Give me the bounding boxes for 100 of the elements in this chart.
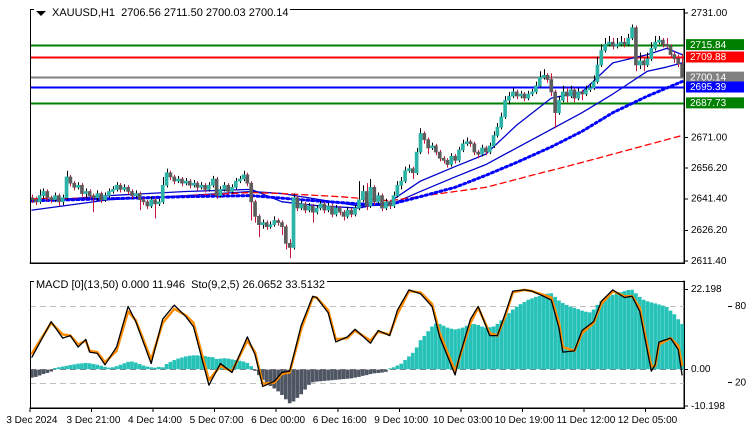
candlestick bbox=[260, 218, 265, 230]
candlestick bbox=[618, 35, 622, 47]
candlestick bbox=[611, 38, 615, 50]
bar bbox=[364, 370, 368, 376]
candlestick bbox=[272, 216, 276, 228]
candlestick bbox=[434, 143, 438, 156]
bar bbox=[118, 364, 122, 370]
candlestick bbox=[680, 53, 684, 78]
bar bbox=[360, 370, 365, 376]
y-tick-label: 2731.00 bbox=[691, 8, 728, 19]
candlestick bbox=[338, 205, 342, 216]
bar bbox=[668, 310, 672, 370]
candlestick bbox=[349, 208, 354, 218]
chart-title: MACD [0](13,50) 0.000 11.946 Sto(9,2,5) 26.0652 33.5132 bbox=[36, 279, 326, 292]
bar bbox=[530, 298, 534, 370]
candlestick bbox=[210, 175, 215, 188]
x-tick-label: 10 Dec 03:00 bbox=[433, 414, 493, 426]
candlestick bbox=[310, 203, 315, 224]
candlestick bbox=[522, 91, 526, 102]
bar bbox=[349, 370, 354, 378]
bar bbox=[542, 294, 546, 370]
candlestick bbox=[346, 206, 350, 219]
candlestick bbox=[214, 176, 218, 200]
candlestick bbox=[576, 87, 580, 101]
candlestick bbox=[103, 192, 107, 202]
bar bbox=[357, 370, 361, 377]
candlestick bbox=[376, 192, 380, 204]
bar bbox=[611, 294, 615, 370]
bar bbox=[503, 316, 507, 370]
bar bbox=[310, 370, 315, 382]
bar bbox=[68, 365, 72, 370]
bar bbox=[546, 294, 550, 370]
x-tick-label: 5 Dec 07:00 bbox=[190, 414, 244, 426]
bar bbox=[480, 326, 484, 370]
bar bbox=[418, 340, 422, 370]
x-tick-label: 3 Dec 2024 bbox=[6, 414, 58, 426]
candlestick bbox=[330, 203, 334, 218]
bar bbox=[614, 293, 619, 370]
candlestick bbox=[514, 89, 518, 100]
y2-tick-label: 80 bbox=[735, 301, 747, 312]
bar bbox=[618, 292, 622, 370]
candlestick bbox=[453, 154, 457, 164]
candlestick bbox=[180, 176, 184, 187]
bar bbox=[346, 370, 350, 379]
candlestick bbox=[284, 224, 288, 250]
candlestick bbox=[57, 193, 61, 206]
bar bbox=[338, 370, 342, 380]
candlestick bbox=[207, 182, 211, 192]
bar bbox=[526, 300, 530, 370]
candlestick bbox=[484, 145, 488, 156]
candlestick bbox=[45, 188, 50, 202]
bar bbox=[372, 370, 376, 374]
bar bbox=[376, 370, 380, 373]
bar bbox=[64, 366, 68, 370]
bar bbox=[434, 324, 438, 370]
bar bbox=[334, 370, 338, 380]
bar bbox=[538, 296, 542, 370]
y-tick-label: 2641.40 bbox=[691, 194, 728, 205]
bar bbox=[95, 364, 100, 370]
candlestick bbox=[126, 184, 130, 196]
bar bbox=[403, 360, 407, 370]
candlestick bbox=[168, 170, 172, 181]
bar bbox=[314, 370, 318, 382]
bar bbox=[484, 328, 488, 370]
bar bbox=[399, 364, 404, 370]
x-tick-label: 4 Dec 14:00 bbox=[128, 414, 182, 426]
candlestick bbox=[153, 197, 157, 219]
candlestick bbox=[368, 178, 372, 209]
bar bbox=[196, 355, 200, 370]
candlestick bbox=[388, 199, 392, 210]
bar bbox=[103, 366, 107, 370]
candlestick bbox=[557, 96, 561, 116]
candlestick bbox=[314, 204, 318, 215]
candlestick bbox=[114, 182, 118, 192]
bar bbox=[34, 370, 38, 377]
bar bbox=[142, 365, 146, 370]
bar bbox=[661, 306, 665, 370]
candlestick bbox=[138, 190, 142, 211]
bar bbox=[510, 310, 515, 370]
candlestick bbox=[80, 182, 84, 198]
x-tick-label: 3 Dec 21:00 bbox=[66, 414, 121, 426]
candlestick bbox=[203, 182, 207, 193]
candlestick bbox=[446, 158, 450, 168]
bar bbox=[468, 324, 472, 370]
bar bbox=[180, 358, 184, 370]
y-tick-label: 2626.20 bbox=[691, 225, 728, 236]
candlestick bbox=[334, 204, 338, 217]
x-tick-label: 10 Dec 19:00 bbox=[494, 414, 555, 426]
bar bbox=[430, 326, 434, 370]
candlestick bbox=[472, 141, 476, 156]
bar bbox=[246, 362, 250, 370]
candlestick bbox=[410, 166, 415, 180]
bar bbox=[249, 366, 254, 370]
bar bbox=[326, 370, 330, 381]
bar bbox=[353, 370, 357, 378]
candlestick bbox=[564, 87, 568, 103]
bar bbox=[45, 370, 50, 373]
candlestick bbox=[457, 146, 461, 163]
x-tick-label: 6 Dec 16:00 bbox=[312, 414, 368, 426]
candlestick bbox=[480, 144, 484, 157]
